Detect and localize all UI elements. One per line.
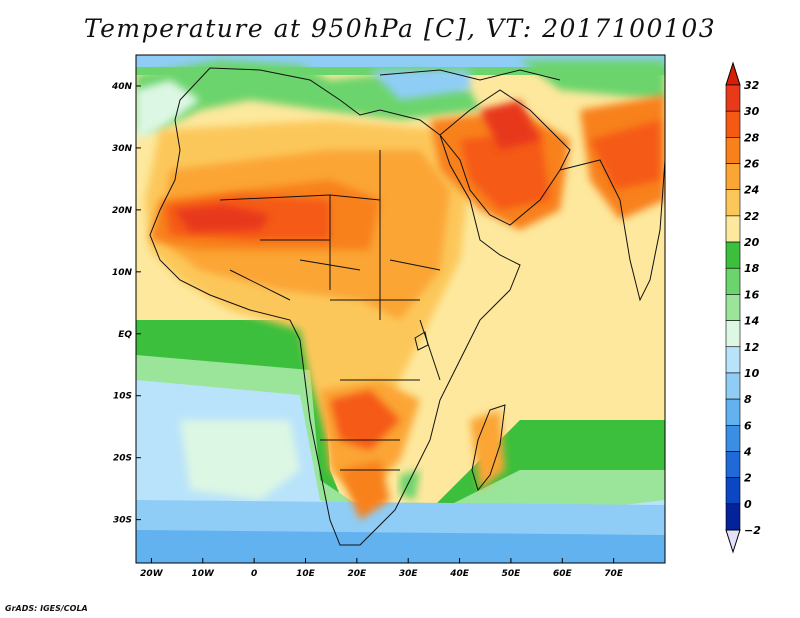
colorbar-label: 12 — [744, 341, 760, 354]
colorbar-swatch — [725, 398, 741, 426]
lon-tick-label: 0 — [251, 569, 257, 579]
colorbar-swatch — [725, 189, 741, 217]
lon-tick-label: 30E — [399, 569, 419, 579]
colorbar-swatch — [725, 84, 741, 112]
lon-tick-label: 70E — [604, 569, 624, 579]
colorbar-label: 26 — [744, 158, 760, 171]
lon-tick-label: 10W — [192, 569, 216, 579]
colorbar-swatch — [725, 451, 741, 478]
lat-tick-label: 10N — [112, 268, 133, 278]
lon-tick-label: 50E — [502, 569, 522, 579]
coastlines — [149, 67, 665, 546]
colorbar-label: 0 — [744, 498, 752, 511]
longitude-axis: 20W 10W 0 10E 20E 30E 40E 50E 60E 70E — [140, 558, 624, 579]
colorbar-label: −2 — [744, 524, 761, 537]
colorbar-swatch — [725, 137, 741, 164]
colorbar-label: 16 — [744, 288, 760, 301]
colorbar-label: 14 — [744, 315, 759, 328]
colorbar-label: 20 — [744, 236, 760, 249]
colorbar-label: 4 — [743, 445, 752, 458]
colorbar-swatch — [725, 477, 741, 505]
colorbar-label: 30 — [744, 105, 760, 118]
lon-tick-label: 40E — [449, 569, 470, 579]
colorbar-swatch — [725, 294, 741, 321]
lon-tick-label: 10E — [296, 569, 316, 579]
colorbar-swatch — [725, 346, 741, 374]
colorbar-swatch — [725, 372, 741, 400]
latitude-axis: 40N 30N 20N 10N EQ 10S 20S 30S — [111, 82, 141, 526]
colorbar-swatch — [725, 503, 741, 531]
lat-tick-label: 10S — [113, 392, 132, 402]
colorbar-swatch — [725, 110, 741, 138]
lat-tick-label: 20N — [112, 206, 133, 216]
colorbar-swatch — [725, 320, 741, 348]
colorbar-top-arrow — [725, 61, 741, 86]
colorbar-label: 2 — [744, 472, 752, 485]
temperature-field — [136, 55, 665, 563]
colorbar-swatch — [725, 267, 741, 295]
colorbar-label: 8 — [744, 393, 752, 406]
map-frame — [135, 54, 666, 564]
lon-tick-label: 60E — [553, 569, 573, 579]
colorbar-label: 22 — [744, 210, 760, 223]
colorbar-swatch — [725, 241, 741, 269]
colorbar-swatch — [725, 163, 741, 191]
lat-tick-label: 20S — [113, 454, 132, 464]
colorbar-label: 24 — [744, 184, 759, 197]
lon-tick-label: 20W — [140, 569, 164, 579]
lat-tick-label: 40N — [111, 82, 133, 92]
colorbar-label: 10 — [744, 367, 760, 380]
lat-tick-label: EQ — [118, 330, 132, 340]
lat-tick-label: 30S — [113, 516, 132, 526]
colorbar-swatch — [725, 424, 741, 452]
colorbar-label: 18 — [744, 262, 760, 275]
colorbar-label: 28 — [744, 131, 760, 144]
colorbar-label: 32 — [744, 79, 760, 92]
chart-title: Temperature at 950hPa [C], VT: 201710010… — [83, 14, 717, 43]
lon-tick-label: 20E — [348, 569, 368, 579]
map-panel — [136, 55, 665, 563]
colorbar-swatch — [725, 215, 741, 243]
lat-tick-label: 30N — [112, 144, 133, 154]
colorbar-bottom-arrow — [725, 529, 741, 554]
grads-credit: GrADS: IGES/COLA — [5, 604, 88, 613]
colorbar-label: 6 — [744, 419, 752, 432]
